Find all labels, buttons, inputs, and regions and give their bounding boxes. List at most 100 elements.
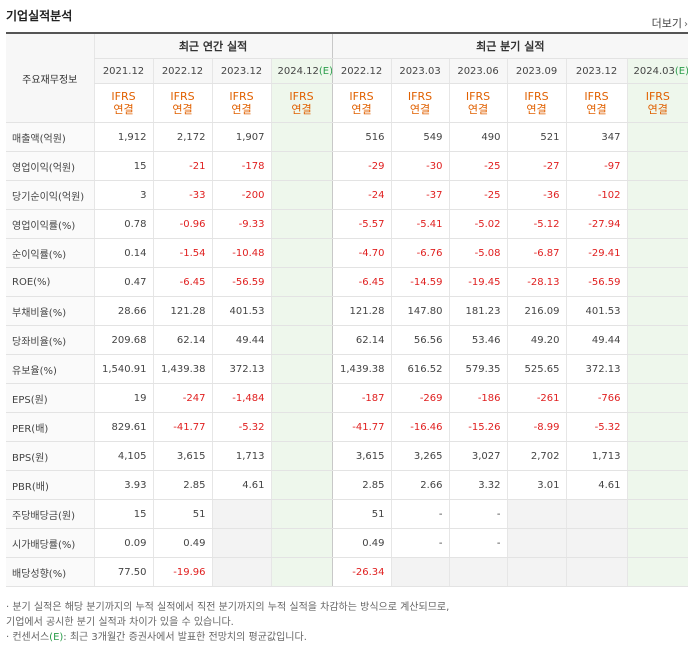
period-header: 2022.12 <box>152 58 212 84</box>
table-cell <box>626 412 689 442</box>
table-cell: 516 <box>331 122 392 152</box>
table-cell <box>565 499 628 529</box>
table-cell: -5.32 <box>211 412 271 442</box>
table-cell <box>626 354 689 384</box>
table-cell: -19.96 <box>152 557 212 587</box>
row-label: 주당배당금(원) <box>6 499 94 529</box>
table-cell: -27 <box>506 151 567 181</box>
table-cell: 0.09 <box>93 528 153 558</box>
table-cell: 1,912 <box>93 122 153 152</box>
ifrs-label: IFRS 연결 <box>331 83 392 123</box>
table-cell: -10.48 <box>211 238 271 268</box>
table-cell: -33 <box>152 180 212 210</box>
table-row: 영업이익률(%) 0.78 -0.96 -9.33 -5.57 -5.41 -5.02 -5.… <box>6 209 689 239</box>
row-label: 당기순이익(억원) <box>6 180 94 210</box>
table-cell: -6.45 <box>331 267 392 297</box>
period-header: 2024.03(E) <box>626 58 689 84</box>
table-cell: 147.80 <box>390 296 450 326</box>
row-label: 영업이익(억원) <box>6 151 94 181</box>
row-label: 부채비율(%) <box>6 296 94 326</box>
row-label: 시가배당률(%) <box>6 528 94 558</box>
table-row: 배당성향(%) 77.50 -19.96 -26.34 <box>6 557 689 587</box>
table-cell: 1,713 <box>565 441 628 471</box>
table-cell: - <box>448 499 508 529</box>
more-label[interactable]: 더보기 <box>651 17 682 30</box>
table-cell: -37 <box>390 180 450 210</box>
table-cell: -247 <box>152 383 212 413</box>
ifrs-label: IFRS 연결 <box>390 83 450 123</box>
table-cell: 549 <box>390 122 450 152</box>
table-cell <box>270 267 333 297</box>
ifrs-label: IFRS 연결 <box>152 83 212 123</box>
table-cell: 347 <box>565 122 628 152</box>
table-cell: -200 <box>211 180 271 210</box>
table-row: 부채비율(%) 28.66 121.28 401.53 121.28 147.80 181.… <box>6 296 689 326</box>
period-header: 2023.06 <box>448 58 508 84</box>
row-label: ROE(%) <box>6 267 94 297</box>
period-header: 2023.12 <box>565 58 628 84</box>
table-cell: 209.68 <box>93 325 153 355</box>
table-cell: -5.41 <box>390 209 450 239</box>
period-header: 2023.09 <box>506 58 567 84</box>
table-cell: -4.70 <box>331 238 392 268</box>
table-cell: 1,713 <box>211 441 271 471</box>
table-cell: -24 <box>331 180 392 210</box>
note-consensus: · 컨센서스(E): 최근 3개월간 증권사에서 발표한 전망치의 평균값입니다… <box>6 632 307 643</box>
table-cell: 3,027 <box>448 441 508 471</box>
table-cell: -25 <box>448 180 508 210</box>
ifrs-label: IFRS 연결 <box>565 83 628 123</box>
table-cell: -1.54 <box>152 238 212 268</box>
table-cell: 56.56 <box>390 325 450 355</box>
table-cell <box>270 180 333 210</box>
table-cell: -269 <box>390 383 450 413</box>
table-cell <box>626 209 689 239</box>
table-cell: -25 <box>448 151 508 181</box>
table-cell: 181.23 <box>448 296 508 326</box>
row-label: 영업이익률(%) <box>6 209 94 239</box>
table-cell <box>270 441 333 471</box>
table-cell: 53.46 <box>448 325 508 355</box>
table-cell: 372.13 <box>565 354 628 384</box>
chevron-right-icon: › <box>684 19 688 30</box>
table-cell: 1,439.38 <box>331 354 392 384</box>
table-cell <box>626 470 689 500</box>
table-cell <box>626 441 689 471</box>
table-cell: 2.85 <box>152 470 212 500</box>
table-cell: -6.76 <box>390 238 450 268</box>
table-cell: -19.45 <box>448 267 508 297</box>
table-cell: 0.47 <box>93 267 153 297</box>
table-cell <box>270 122 333 152</box>
table-row: ROE(%) 0.47 -6.45 -56.59 -6.45 -14.59 -19.45 -2… <box>6 267 689 297</box>
table-cell <box>626 499 689 529</box>
group-annual: 최근 연간 실적 <box>93 34 333 59</box>
row-label: EPS(원) <box>6 383 94 413</box>
table-cell: -766 <box>565 383 628 413</box>
table-cell: -56.59 <box>565 267 628 297</box>
table-cell <box>626 528 689 558</box>
table-cell: 3,265 <box>390 441 450 471</box>
table-cell: 3.32 <box>448 470 508 500</box>
table-cell: 4.61 <box>211 470 271 500</box>
row-label: PBR(배) <box>6 470 94 500</box>
table-cell: 3,615 <box>331 441 392 471</box>
table-cell: -6.45 <box>152 267 212 297</box>
table-row: 주당배당금(원) 15 51 51- - <box>6 499 689 529</box>
table-cell: 15 <box>93 499 153 529</box>
table-cell: 4,105 <box>93 441 153 471</box>
table-cell: 51 <box>331 499 392 529</box>
row-label: 당좌비율(%) <box>6 325 94 355</box>
period-header: 2022.12 <box>331 58 392 84</box>
table-cell: -21 <box>152 151 212 181</box>
table-cell: -6.87 <box>506 238 567 268</box>
note-quarterly: · 분기 실적은 해당 분기까지의 누적 실적에서 직전 분기까지의 누적 실적… <box>6 602 450 613</box>
table-cell: 49.44 <box>565 325 628 355</box>
table-cell <box>211 499 271 529</box>
table-cell: -14.59 <box>390 267 450 297</box>
table-cell: 121.28 <box>331 296 392 326</box>
more-link[interactable]: 더보기 › <box>652 15 688 31</box>
table-row: 매출액(억원) 1,912 2,172 1,907 516 549 490 521 347 <box>6 122 689 152</box>
table-cell <box>390 557 450 587</box>
table-cell <box>270 209 333 239</box>
row-label: PER(배) <box>6 412 94 442</box>
ifrs-label: IFRS 연결 <box>448 83 508 123</box>
